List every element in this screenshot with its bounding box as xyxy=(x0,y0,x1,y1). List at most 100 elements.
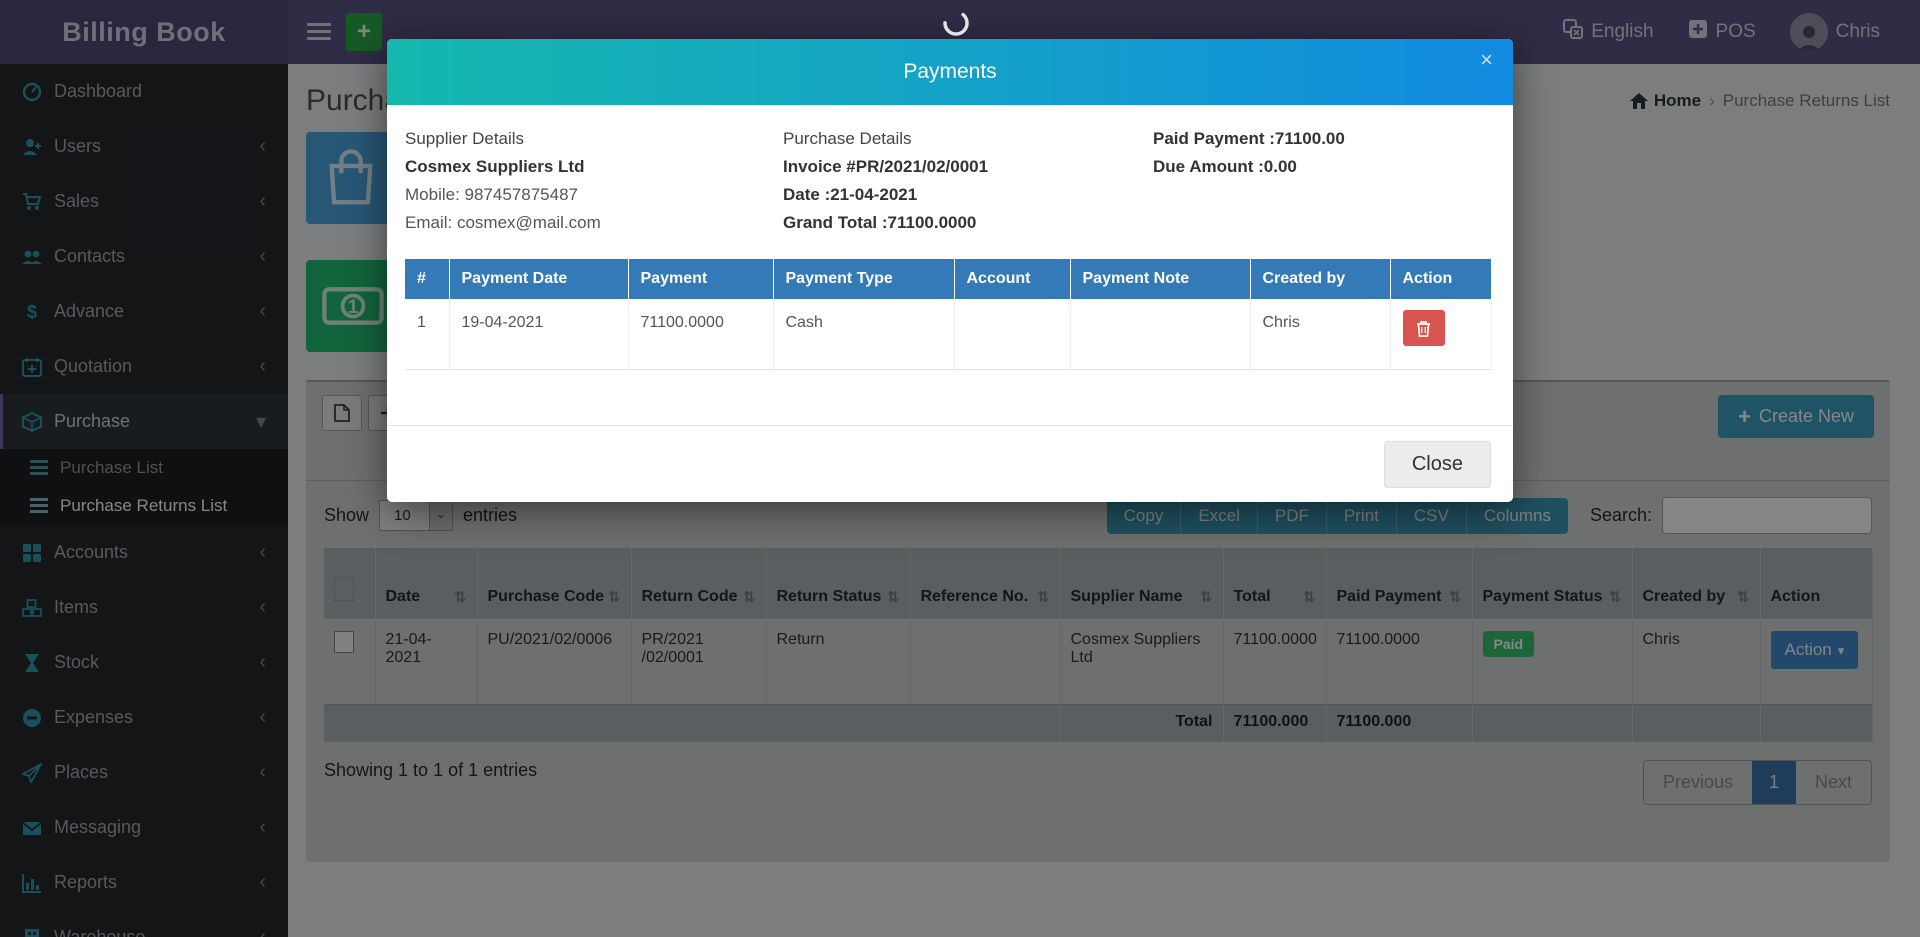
chevron-left-icon: ‹ xyxy=(259,761,266,783)
table-total-row: Total 71100.000 71100.000 xyxy=(324,703,1873,742)
chevron-left-icon: ‹ xyxy=(259,596,266,618)
col-hash: # xyxy=(405,259,450,299)
cell-payment-date: 19-04-2021 xyxy=(449,299,629,370)
chevron-left-icon: ‹ xyxy=(259,706,266,728)
home-icon xyxy=(1629,93,1648,109)
app-brand: Billing Book xyxy=(0,0,288,64)
sidebar-label: Purchase Returns List xyxy=(60,496,228,515)
sidebar-item-quotation[interactable]: Quotation ‹ xyxy=(0,339,288,394)
payments-modal: Payments × Supplier Details Cosmex Suppl… xyxy=(387,39,1513,502)
close-icon[interactable]: × xyxy=(1480,47,1493,72)
columns-button[interactable]: Columns xyxy=(1466,497,1568,534)
sidebar: Dashboard Users ‹ Sales ‹ Contacts ‹ $ A… xyxy=(0,64,288,937)
chevron-down-icon: ▾ xyxy=(255,411,266,433)
previous-page-button[interactable]: Previous xyxy=(1662,772,1733,792)
sidebar-item-sales[interactable]: Sales ‹ xyxy=(0,174,288,229)
navbar-right: English POS Chris xyxy=(1563,13,1920,51)
create-new-button[interactable]: + Create New xyxy=(1718,395,1874,438)
row-action-button[interactable]: Action ▾ xyxy=(1770,630,1859,669)
sidebar-label: Purchase List xyxy=(60,458,163,477)
sidebar-item-accounts[interactable]: Accounts ‹ xyxy=(0,525,288,580)
chevron-left-icon: ‹ xyxy=(259,926,266,937)
supplier-name: Cosmex Suppliers Ltd xyxy=(405,157,585,176)
close-button[interactable]: Close xyxy=(1383,440,1491,488)
sidebar-item-stock[interactable]: Stock ‹ xyxy=(0,635,288,690)
export-file-button[interactable] xyxy=(322,395,362,431)
col-created-by[interactable]: ⇅ Created by xyxy=(1632,548,1761,618)
col-return-status[interactable]: ⇅ Return Status xyxy=(766,548,911,618)
sidebar-label: Expenses xyxy=(54,707,134,727)
cell-payment-status: Paid xyxy=(1472,617,1633,704)
quick-add-button[interactable]: + xyxy=(346,13,382,51)
payments-table: # Payment Date Payment Payment Type Acco… xyxy=(405,259,1492,370)
modal-footer: Close xyxy=(387,425,1513,502)
chevron-left-icon: ‹ xyxy=(259,871,266,893)
next-page-button[interactable]: Next xyxy=(1814,772,1852,792)
caret-down-icon: ▾ xyxy=(1837,642,1845,658)
chevron-left-icon: ‹ xyxy=(259,245,266,267)
total-label: Total xyxy=(1060,703,1224,742)
file-icon xyxy=(334,404,350,422)
breadcrumb-current: Purchase Returns List xyxy=(1722,91,1890,110)
sidebar-item-places[interactable]: Places ‹ xyxy=(0,745,288,800)
search-input[interactable] xyxy=(1662,497,1872,534)
col-payment-status[interactable]: ⇅ Payment Status xyxy=(1472,548,1633,618)
print-button[interactable]: Print xyxy=(1326,497,1397,534)
pdf-button[interactable]: PDF xyxy=(1257,497,1327,534)
sort-icon: ⇅ xyxy=(742,588,756,606)
page-size-select[interactable]: 10 ⌄ xyxy=(379,500,454,531)
sort-icon: ⇅ xyxy=(1448,588,1462,606)
supplier-details: Supplier Details Cosmex Suppliers Ltd Mo… xyxy=(405,129,783,241)
sidebar-item-purchase-list[interactable]: Purchase List xyxy=(0,449,288,487)
col-account: Account xyxy=(954,259,1071,299)
sidebar-item-contacts[interactable]: Contacts ‹ xyxy=(0,229,288,284)
delete-payment-button[interactable] xyxy=(1402,310,1445,346)
chevron-left-icon: ‹ xyxy=(259,135,266,157)
export-button-group: Copy Excel PDF Print CSV Columns xyxy=(1106,497,1568,534)
sidebar-label: Warehouse xyxy=(54,927,146,937)
copy-button[interactable]: Copy xyxy=(1106,497,1182,534)
sidebar-item-users[interactable]: Users ‹ xyxy=(0,119,288,174)
sidebar-item-items[interactable]: Items ‹ xyxy=(0,580,288,635)
csv-button[interactable]: CSV xyxy=(1396,497,1467,534)
breadcrumb-home[interactable]: Home xyxy=(1629,91,1701,111)
excel-button[interactable]: Excel xyxy=(1181,497,1258,534)
envelope-icon xyxy=(22,818,42,838)
cell-return-code: PR/2021/02/0001 xyxy=(631,617,767,704)
supplier-mobile: Mobile: 987457875487 xyxy=(405,185,578,204)
user-menu[interactable]: Chris xyxy=(1789,13,1880,51)
col-reference-no[interactable]: ⇅ Reference No. xyxy=(910,548,1061,618)
select-all-header[interactable] xyxy=(324,548,376,618)
sidebar-item-dashboard[interactable]: Dashboard xyxy=(0,64,288,119)
col-purchase-code[interactable]: ⇅ Purchase Code xyxy=(477,548,632,618)
pos-label: POS xyxy=(1715,21,1756,42)
hourglass-icon xyxy=(22,653,42,673)
payment-row: 1 19-04-2021 71100.0000 Cash Chris xyxy=(405,299,1492,370)
pos-menu[interactable]: POS xyxy=(1688,19,1756,45)
menu-toggle-icon[interactable] xyxy=(302,15,336,49)
navbar-main: + English POS xyxy=(288,0,1920,64)
sidebar-label: Quotation xyxy=(54,356,133,376)
language-menu[interactable]: English xyxy=(1563,19,1654,45)
sidebar-item-messaging[interactable]: Messaging ‹ xyxy=(0,800,288,855)
sidebar-item-expenses[interactable]: Expenses ‹ xyxy=(0,690,288,745)
purchase-date: Date :21-04-2021 xyxy=(783,185,918,204)
col-total[interactable]: ⇅ Total xyxy=(1223,548,1327,618)
table-header-row: ⇅ Date ⇅ Purchase Code ⇅ Return Code ⇅ Retur… xyxy=(324,548,1873,618)
sidebar-item-purchase-returns-list[interactable]: Purchase Returns List xyxy=(0,487,288,525)
row-checkbox[interactable] xyxy=(334,630,354,653)
cell-supplier-name: Cosmex Suppliers Ltd xyxy=(1060,617,1224,704)
sidebar-item-advance[interactable]: $ Advance ‹ xyxy=(0,284,288,339)
col-date[interactable]: ⇅ Date xyxy=(375,548,478,618)
sidebar-label: Accounts xyxy=(54,542,129,562)
page-1-button[interactable]: 1 xyxy=(1751,761,1796,804)
col-supplier-name[interactable]: ⇅ Supplier Name xyxy=(1060,548,1224,618)
sidebar-item-purchase[interactable]: Purchase ▾ xyxy=(0,394,288,449)
col-return-code[interactable]: ⇅ Return Code xyxy=(631,548,767,618)
col-action: Action xyxy=(1390,259,1492,299)
col-paid-payment[interactable]: ⇅ Paid Payment xyxy=(1326,548,1473,618)
user-plus-icon xyxy=(22,137,42,157)
sort-icon: ⇅ xyxy=(1036,588,1050,606)
sidebar-item-reports[interactable]: Reports ‹ xyxy=(0,855,288,910)
language-label: English xyxy=(1591,21,1654,42)
